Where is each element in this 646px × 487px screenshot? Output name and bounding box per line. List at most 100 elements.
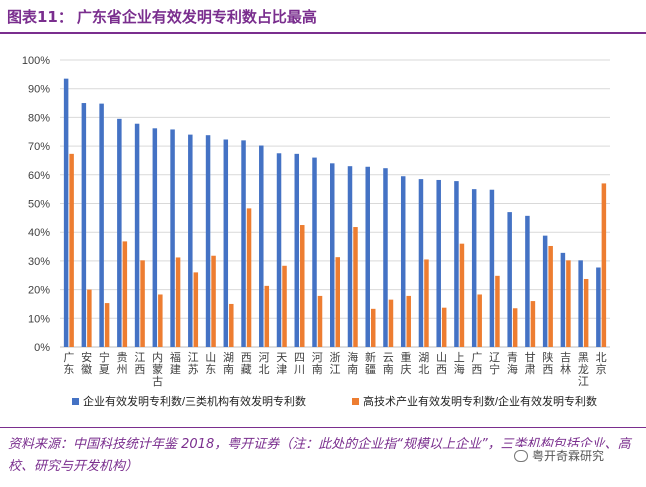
x-tick-label: 内蒙古	[152, 350, 163, 388]
source-note: 资料来源：中国科技统计年鉴 2018，粤开证券（注：此处的企业指“规模以上企业”…	[8, 437, 631, 474]
legend-label-series-1: 企业有效发明专利数/三类机构有效发明专利数	[83, 396, 307, 408]
x-tick-label: 云南	[383, 351, 394, 376]
bar-series-2	[424, 259, 429, 347]
bar-series-2	[583, 278, 589, 347]
bar-series-2	[211, 255, 216, 347]
title-underline	[0, 32, 646, 34]
x-tick-label: 辽宁	[489, 351, 500, 376]
figure-number: 图表11：	[7, 8, 73, 26]
bar-series-1	[223, 139, 229, 347]
watermark-text: 粤开奇霖研究	[532, 449, 605, 463]
x-tick-label: 重庆	[400, 350, 411, 376]
x-tick-label: 新疆	[365, 350, 376, 376]
y-tick-label: 60%	[28, 170, 50, 182]
bar-series-1	[542, 235, 548, 347]
x-tick-label: 河南	[312, 351, 323, 376]
x-tick-label: 陕西	[542, 350, 553, 376]
bar-series-1	[507, 212, 512, 347]
bar-series-1	[205, 135, 211, 347]
x-tick-label: 湖北	[418, 351, 429, 376]
legend-item-series-1: 企业有效发明专利数/三类机构有效发明专利数	[72, 393, 306, 409]
bar-series-1	[188, 134, 193, 347]
bar-series-2	[104, 303, 110, 347]
chart-title: 图表11： 广东省企业有效发明专利数占比最高	[7, 6, 317, 27]
x-tick-label: 西藏	[241, 351, 252, 376]
y-tick-label: 40%	[28, 227, 50, 239]
bar-series-2	[193, 272, 199, 347]
x-tick-label: 湖南	[223, 351, 234, 376]
bar-series-2	[317, 295, 323, 347]
x-tick-label: 吉林	[560, 351, 571, 376]
bar-series-2	[495, 275, 500, 347]
x-tick-label: 安徽	[81, 350, 92, 376]
bar-series-1	[347, 166, 353, 347]
x-tick-label: 江苏	[188, 351, 199, 376]
bar-series-2	[335, 257, 340, 347]
x-tick-label: 江西	[134, 351, 145, 376]
bar-series-1	[525, 215, 530, 347]
bar-series-2	[300, 225, 305, 347]
bar-series-2	[370, 308, 376, 347]
legend-swatch-series-1	[72, 397, 79, 405]
bar-series-1	[578, 260, 583, 347]
x-tick-label: 山东	[205, 351, 216, 376]
bar-series-1	[418, 179, 424, 347]
x-tick-label: 甘肃	[525, 351, 536, 376]
wechat-icon	[514, 449, 528, 462]
bar-series-2	[353, 227, 358, 347]
bar-series-2	[122, 241, 128, 347]
bar-series-1	[241, 140, 246, 347]
bar-series-1	[471, 189, 477, 347]
x-tick-label: 青海	[507, 351, 518, 376]
bar-series-1	[259, 145, 264, 347]
bar-series-1	[454, 181, 459, 347]
x-tick-label: 海南	[347, 350, 358, 376]
y-tick-label: 80%	[28, 112, 50, 124]
y-tick-label: 0%	[34, 342, 50, 354]
bar-series-1	[99, 103, 104, 348]
legend-label-series-2: 高技术产业有效发明专利数/企业有效发明专利数	[363, 396, 598, 408]
bar-series-2	[140, 260, 145, 347]
bar-series-2	[229, 303, 234, 347]
footer-divider	[0, 427, 646, 428]
x-tick-label: 山西	[436, 351, 447, 376]
bar-series-1	[276, 153, 282, 347]
legend-swatch-series-2	[352, 397, 359, 405]
bar-series-2	[87, 289, 92, 347]
bar-series-1	[365, 166, 370, 347]
bar-series-2	[477, 294, 482, 347]
bar-series-2	[175, 257, 181, 347]
x-tick-label: 宁夏	[99, 350, 110, 376]
bar-series-2	[566, 260, 571, 347]
bar-series-2	[158, 294, 163, 347]
bar-series-2	[441, 307, 447, 347]
bar-series-1	[596, 267, 601, 347]
bar-series-2	[69, 153, 74, 347]
bar-series-1	[81, 103, 87, 347]
bar-chart: 100% 90% 80% 70% 60% 50% 40% 30% 20% 10% 0% 广东安徽宁夏贵…	[22, 55, 610, 388]
y-tick-label: 50%	[28, 199, 50, 211]
y-tick-label: 20%	[28, 285, 50, 297]
bar-series-1	[400, 176, 406, 347]
bar-series-1	[383, 168, 388, 347]
bar-series-1	[134, 123, 140, 348]
bar-series-2	[388, 299, 394, 347]
bar-series-2	[601, 183, 607, 347]
bar-series-1	[170, 129, 175, 347]
bar-series-2	[512, 308, 518, 347]
bar-series-2	[530, 301, 536, 347]
x-tick-label: 福建	[170, 350, 181, 376]
bar-series-1	[489, 189, 495, 347]
legend-item-series-2: 高技术产业有效发明专利数/企业有效发明专利数	[352, 393, 597, 409]
bar-series-1	[294, 153, 300, 347]
bar-series-1	[63, 78, 69, 347]
bar-series-2	[459, 243, 465, 347]
bar-series-2	[264, 285, 270, 347]
bar-series-2	[548, 245, 553, 347]
x-tick-label: 上海	[454, 351, 465, 376]
y-tick-label: 10%	[28, 313, 50, 325]
x-tick-label: 四川	[294, 351, 305, 376]
x-tick-label: 广西	[471, 351, 482, 376]
bar-series-1	[436, 179, 441, 347]
x-tick-label: 河北	[259, 351, 270, 376]
